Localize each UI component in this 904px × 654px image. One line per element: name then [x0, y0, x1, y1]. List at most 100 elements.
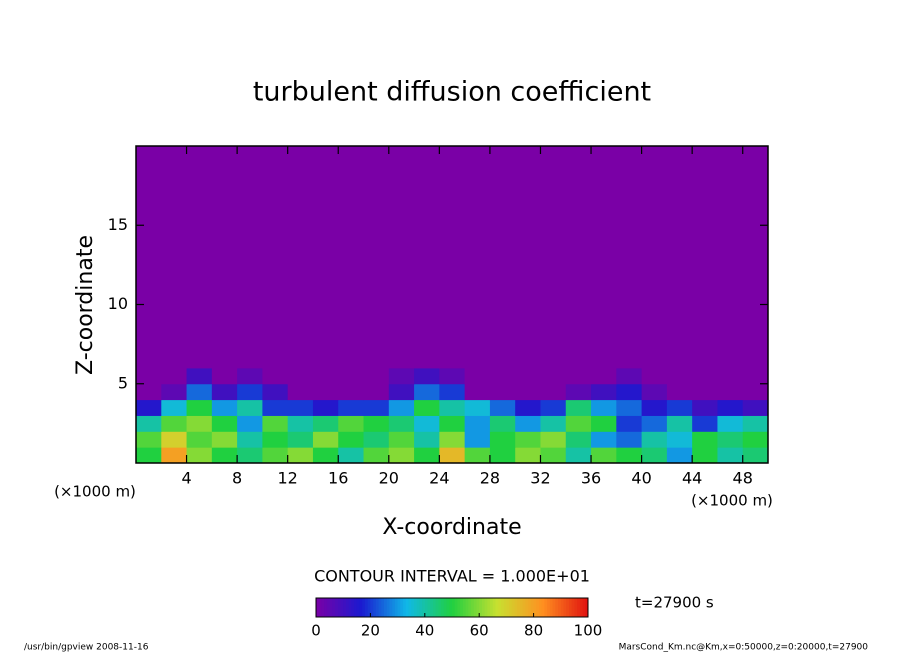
colorbar-stripe [479, 598, 483, 617]
field-cell [262, 146, 289, 369]
field-cell [616, 447, 643, 464]
colorbar-stripe [427, 598, 431, 617]
x-tick-label: 24 [429, 469, 449, 488]
field-cell [338, 399, 365, 416]
field-cell [414, 431, 440, 448]
field-cell [136, 431, 162, 448]
field-cell [388, 447, 415, 464]
x-tick-label: 32 [530, 469, 550, 488]
field-cell [515, 399, 541, 416]
field-cell [565, 447, 592, 464]
y-unit: (×1000 m) [54, 483, 136, 501]
colorbar-stripe [411, 598, 415, 617]
colorbar-stripe [511, 598, 516, 617]
colorbar-stripe [536, 598, 540, 617]
field-cell [414, 383, 440, 401]
field-cell [186, 431, 213, 448]
field-cell [211, 431, 238, 448]
field-cell [414, 399, 440, 416]
field-cell [666, 415, 693, 432]
colorbar-stripe [332, 598, 336, 617]
footer-right: MarsCond_Km.nc@Km,x=0:50000,z=0:20000,t=… [619, 643, 869, 653]
field-cell [439, 383, 466, 401]
colorbar-stripe [449, 598, 453, 617]
colorbar-stripe [359, 598, 363, 617]
field-cell [540, 383, 567, 401]
field-cell [338, 415, 365, 432]
field-cell [211, 367, 238, 385]
colorbar-stripe [373, 598, 377, 617]
field-cell [136, 415, 162, 432]
field-cell [161, 146, 188, 369]
field-cell [591, 447, 617, 464]
colorbar-stripe [441, 598, 445, 617]
colorbar-stripe [321, 598, 325, 617]
colorbar-stripe [465, 598, 469, 617]
field-cell [489, 146, 516, 369]
field-cell [262, 383, 289, 401]
y-tick-label: 10 [108, 294, 128, 313]
field-cell [616, 399, 643, 416]
colorbar-stripe [541, 598, 545, 617]
field-cell [161, 383, 188, 401]
colorbar-stripe [329, 598, 333, 617]
field-cell [237, 415, 263, 432]
colorbar-stripe [424, 598, 429, 617]
field-cell [186, 415, 213, 432]
colorbar-stripe [525, 598, 529, 617]
field-cell [388, 146, 415, 369]
colorbar-stripe [495, 598, 499, 617]
field-cell [540, 431, 567, 448]
colorbar-stripe [487, 598, 491, 617]
colorbar-stripe [397, 598, 401, 617]
field-cell [540, 415, 567, 432]
field-cell [666, 431, 693, 448]
field-cell [616, 146, 643, 369]
colorbar-stripe [460, 598, 464, 617]
colorbar-stripe [468, 598, 472, 617]
x-tick-label: 12 [278, 469, 298, 488]
field-cell [363, 431, 390, 448]
contour-note: CONTOUR INTERVAL = 1.000E+01 [314, 567, 590, 586]
field-cell [262, 399, 289, 416]
field-cell [591, 146, 617, 369]
field-cell [641, 146, 668, 369]
colorbar-stripe [389, 598, 393, 617]
field-cell [414, 146, 440, 369]
colorbar-stripe [386, 598, 390, 617]
colorbar-stripe [568, 598, 573, 617]
colorbar-stripe [530, 598, 535, 617]
field-cell [540, 367, 567, 385]
colorbar-stripe [362, 598, 366, 617]
field-cell [515, 415, 541, 432]
field-cell [262, 447, 289, 464]
colorbar-stripe [522, 598, 526, 617]
x-tick-label: 36 [581, 469, 601, 488]
colorbar-stripe [574, 598, 578, 617]
field-cell [717, 383, 744, 401]
field-cell [717, 415, 744, 432]
colorbar-tick-label: 40 [415, 622, 434, 640]
colorbar-stripe [343, 598, 347, 617]
field-cell [161, 399, 188, 416]
colorbar-stripe [340, 598, 344, 617]
colorbar-stripe [544, 598, 548, 617]
field-cell [388, 383, 415, 401]
field-cell [692, 415, 718, 432]
colorbar-stripe [364, 598, 369, 617]
field-cell [363, 447, 390, 464]
field-cell [338, 431, 365, 448]
field-cell [211, 399, 238, 416]
field-cell [363, 367, 390, 385]
field-cell [464, 447, 491, 464]
field-cell [616, 367, 643, 385]
field-cell [186, 146, 213, 369]
colorbar-stripe [473, 598, 477, 617]
field-cell [161, 415, 188, 432]
field-cell [515, 367, 541, 385]
field-cell [136, 367, 162, 385]
field-cell [237, 399, 263, 416]
colorbar-stripe [384, 598, 388, 617]
colorbar-stripe [419, 598, 423, 617]
field-cell [287, 431, 314, 448]
